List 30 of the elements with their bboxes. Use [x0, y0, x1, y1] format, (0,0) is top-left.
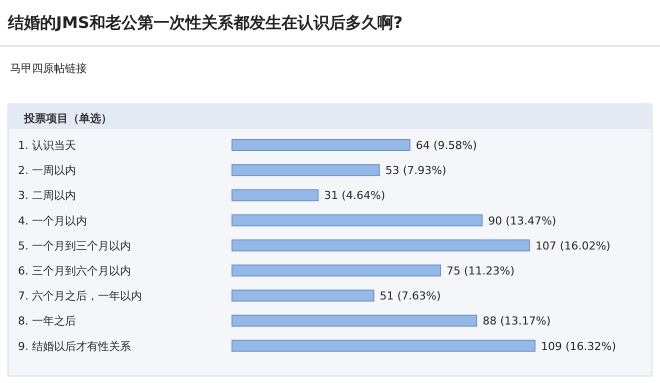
data-label: 109 (16.32%) — [541, 340, 616, 353]
bar — [232, 290, 374, 302]
data-label: 53 (7.93%) — [385, 164, 446, 178]
y-tick-label: 6. 三个月到六个月以内 — [18, 264, 131, 278]
data-label: 64 (9.58%) — [416, 139, 477, 152]
text: 马甲四原帖链接 — [10, 62, 87, 75]
bar — [232, 189, 319, 202]
bar — [232, 164, 380, 176]
bar — [232, 340, 536, 352]
y-tick-label: 5. 一个月到三个月以内 — [18, 239, 131, 252]
bar — [232, 264, 441, 276]
data-label: 75 (11.23%) — [446, 264, 515, 278]
y-tick-label: 3. 二周以内 — [18, 189, 76, 202]
y-tick-label: 8. 一年之后 — [18, 314, 76, 328]
y-tick-label: 2. 一周以内 — [18, 164, 76, 178]
bar — [232, 214, 483, 226]
data-label: 88 (13.17%) — [482, 314, 551, 328]
y-tick-label: 4. 一个月以内 — [18, 214, 87, 228]
data-label: 90 (13.47%) — [488, 214, 556, 228]
y-tick-label: 1. 认识当天 — [18, 139, 76, 152]
bar — [232, 314, 478, 327]
data-label: 31 (4.64%) — [324, 189, 386, 202]
bar — [232, 239, 530, 252]
y-tick-label: 9. 结婚以后才有性关系 — [18, 340, 131, 353]
y-tick-label: 7. 六个月之后，一年以内 — [18, 290, 142, 303]
data-label: 107 (16.02%) — [535, 239, 610, 252]
chart-title: 结婚的JMS和老公第一次性关系都发生在认识后多久啊? — [7, 13, 403, 32]
bar — [232, 139, 410, 151]
text: 投票项目（单选） — [23, 112, 112, 125]
data-label: 51 (7.63%) — [380, 290, 441, 303]
